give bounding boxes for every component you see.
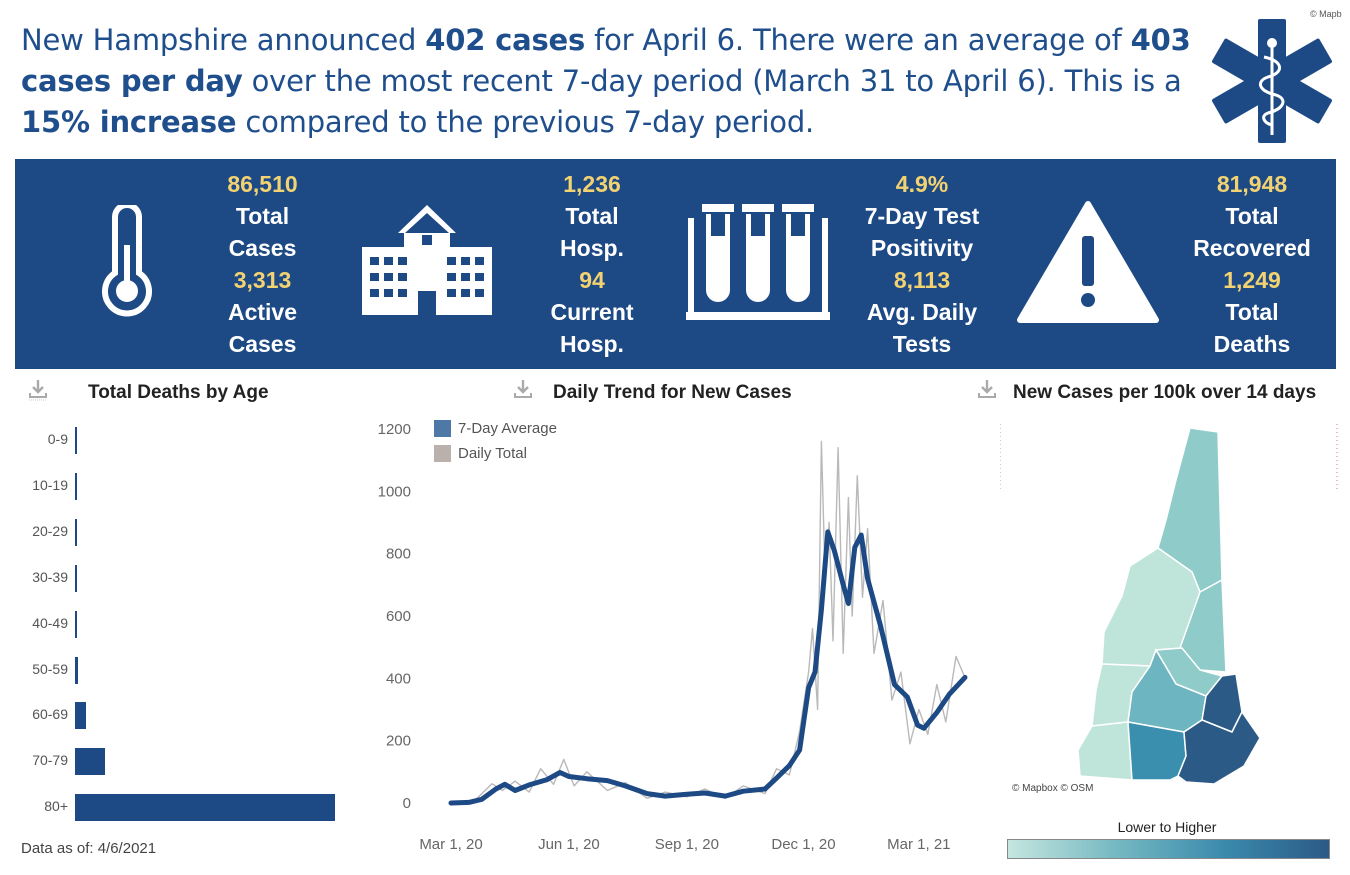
age-category-label: 50-59 <box>32 660 68 677</box>
y-tick-label: 400 <box>386 670 411 687</box>
age-bar[interactable] <box>75 518 77 546</box>
y-tick-label: 600 <box>386 608 411 625</box>
download-icon[interactable] <box>28 379 48 401</box>
recovered-label-2: Recovered <box>1193 235 1311 261</box>
color-scale-bar <box>1007 839 1330 859</box>
map-attribution: © Mapbox © OSM <box>1012 783 1094 794</box>
download-icon[interactable] <box>977 379 997 401</box>
headline-text-4: compared to the previous 7-day period. <box>236 105 815 139</box>
age-bar[interactable] <box>75 794 335 822</box>
active-cases-label-2: Cases <box>228 331 297 357</box>
positivity-label-2: Positivity <box>870 235 974 261</box>
headline-bold-1: 402 cases <box>425 23 586 57</box>
hospital-icon <box>362 205 492 315</box>
legend-label-7day: 7-Day Average <box>458 420 557 437</box>
legend-7day: 7-Day Average <box>434 420 557 437</box>
active-cases-value: 3,313 <box>233 267 292 293</box>
total-cases-value: 86,510 <box>227 171 298 197</box>
seven-day-average-line[interactable] <box>448 529 968 806</box>
age-category-label: 70-79 <box>32 752 68 769</box>
legend-daily: Daily Total <box>434 445 527 462</box>
current-hosp-value: 94 <box>579 267 605 293</box>
total-cases-label-2: Cases <box>228 235 297 261</box>
map-county-hillsborough <box>1127 721 1187 781</box>
x-tick-label: Mar 1, 21 <box>887 836 950 853</box>
headline-bold-3: 15% increase <box>21 105 237 139</box>
age-bar[interactable] <box>75 748 106 776</box>
deaths-by-age-title: Total Deaths by Age <box>88 382 269 403</box>
total-hosp-label-2: Hosp. <box>560 235 624 261</box>
current-hosp-label-1: Current <box>550 299 634 325</box>
map-county-carroll <box>1179 578 1227 673</box>
legend-label-daily: Daily Total <box>458 445 527 462</box>
age-bar[interactable] <box>75 702 87 730</box>
total-hosp-value: 1,236 <box>563 171 621 197</box>
age-category-label: 80+ <box>44 798 68 815</box>
testing-stat: 4.9% 7-Day Test Positivity 8,113 Avg. Da… <box>840 168 1004 360</box>
daily-trend-chart: 0 200 400 600 800 1000 1200 Mar 1, 20 Jun 1, 20 S… <box>378 421 968 853</box>
x-tick-label: Sep 1, 20 <box>655 836 719 853</box>
age-bar[interactable] <box>75 564 77 592</box>
positivity-label-1: 7-Day Test <box>864 203 980 229</box>
map-county-cheshire <box>1077 721 1133 781</box>
age-category-label: 60-69 <box>32 706 68 723</box>
daily-tests-label-2: Tests <box>892 331 952 357</box>
total-hosp-label-1: Total <box>565 203 619 229</box>
age-bar[interactable] <box>75 427 77 454</box>
y-tick-label: 200 <box>386 733 411 750</box>
recovered-label-1: Total <box>1225 203 1279 229</box>
color-scale-label: Lower to Higher <box>1117 819 1217 835</box>
headline: New Hampshire announced 402 cases for Ap… <box>21 20 1201 143</box>
age-category-label: 40-49 <box>32 614 68 631</box>
test-tubes-icon <box>686 204 830 320</box>
y-tick-label: 1200 <box>378 421 411 438</box>
x-tick-label: Jun 1, 20 <box>538 836 600 853</box>
age-category-label: 20-29 <box>32 522 68 539</box>
age-bar[interactable] <box>75 610 77 638</box>
y-tick-label: 0 <box>403 795 411 812</box>
age-bar[interactable] <box>75 472 77 500</box>
deaths-value: 1,249 <box>1223 267 1281 293</box>
headline-bold-2: 403 cases per day <box>21 23 1191 98</box>
daily-tests-value: 8,113 <box>893 267 951 293</box>
cases-per-100k-title: New Cases per 100k over 14 days <box>1013 382 1317 403</box>
data-as-of: Data as of: 4/6/2021 <box>21 840 157 857</box>
hospitalization-stat: 1,236 Total Hosp. 94 Current Hosp. <box>512 168 672 360</box>
total-cases-stat: 86,510 Total Cases 3,313 Active Cases <box>185 168 340 360</box>
positivity-value: 4.9% <box>895 171 949 197</box>
age-category-label: 30-39 <box>32 568 68 585</box>
legend-swatch-daily <box>434 445 451 462</box>
daily-trend-title: Daily Trend for New Cases <box>553 382 792 403</box>
outcomes-stat: 81,948 Total Recovered 1,249 Total Death… <box>1168 168 1336 360</box>
total-cases-label-1: Total <box>235 203 290 229</box>
active-cases-label-1: Active <box>227 299 298 325</box>
map-county-rockingham <box>1177 710 1261 785</box>
recovered-value: 81,948 <box>1216 171 1288 197</box>
age-category-label: 0-9 <box>47 431 68 447</box>
star-of-life-icon <box>1212 19 1332 143</box>
headline-text-2: for April 6. There were an average of <box>585 23 1131 57</box>
deaths-label-1: Total <box>1225 299 1279 325</box>
daily-tests-label-1: Avg. Daily <box>866 299 978 325</box>
download-icon[interactable] <box>513 379 533 401</box>
daily-total-line[interactable] <box>450 440 966 804</box>
headline-text-1: New Hampshire announced <box>21 23 426 57</box>
thermometer-icon <box>102 205 152 317</box>
x-tick-label: Mar 1, 20 <box>419 836 482 853</box>
current-hosp-label-2: Hosp. <box>560 331 624 357</box>
legend-swatch-7day <box>434 420 451 437</box>
map-copyright: © Mapb <box>1310 9 1342 19</box>
deaths-label-2: Deaths <box>1213 331 1291 357</box>
deaths-by-age-chart: 0-9 10-19 20-29 30-39 40-49 50-59 60-69 70-79 80… <box>0 418 360 828</box>
x-tick-label: Dec 1, 20 <box>771 836 835 853</box>
y-tick-label: 1000 <box>378 483 411 500</box>
age-category-label: 10-19 <box>32 476 68 493</box>
headline-text-3: over the most recent 7-day period (March… <box>242 64 1182 98</box>
age-bar[interactable] <box>75 656 78 684</box>
nh-county-map[interactable] <box>1000 420 1340 800</box>
warning-icon <box>1017 201 1159 323</box>
y-tick-label: 800 <box>386 546 411 563</box>
